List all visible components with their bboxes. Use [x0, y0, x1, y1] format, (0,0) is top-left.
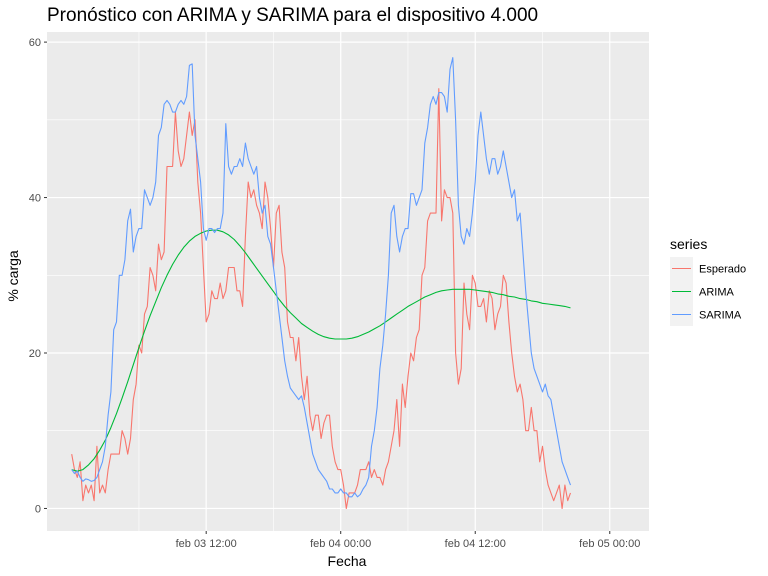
series-line-esperado	[71, 88, 572, 510]
x-tick-label: feb 05 00:00	[579, 538, 640, 550]
x-tick-label: feb 03 12:00	[176, 538, 237, 550]
x-tick-label: feb 04 00:00	[310, 538, 371, 550]
x-axis-title: Fecha	[328, 553, 367, 569]
legend-title: series	[670, 236, 707, 252]
series-line-sarima	[71, 57, 572, 498]
y-axis-title: % carga	[5, 250, 21, 302]
legend: Esperado ARIMA SARIMA	[670, 257, 746, 326]
plot-area: 0 20 40 60 feb 03 12:00 feb 04 00:00 feb 04 12…	[29, 32, 649, 550]
legend-label-sarima: SARIMA	[699, 310, 742, 322]
y-tick-label: 60	[29, 37, 41, 49]
y-tick-label: 0	[35, 503, 41, 515]
legend-label-esperado: Esperado	[699, 264, 746, 276]
chart-title: Pronóstico con ARIMA y SARIMA para el di…	[47, 5, 538, 26]
series-line-arima	[71, 229, 571, 472]
y-tick-label: 20	[29, 348, 41, 360]
plot-panel	[47, 32, 649, 531]
y-tick-label: 40	[29, 193, 41, 205]
legend-label-arima: ARIMA	[699, 287, 735, 299]
x-tick-label: feb 04 12:00	[445, 538, 506, 550]
